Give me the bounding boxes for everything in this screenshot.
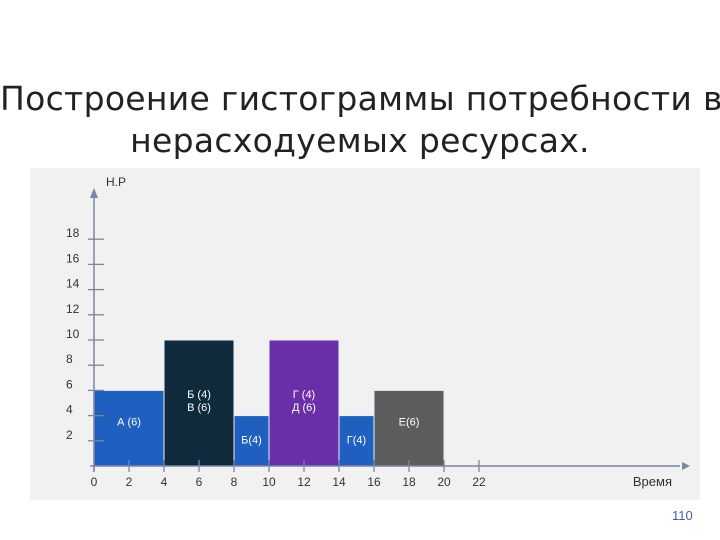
x-tick-label-4: 4 (161, 475, 168, 489)
y-tick-label-16: 16 (66, 251, 80, 265)
y-tick-label-2: 2 (66, 428, 73, 442)
x-tick-label-10: 10 (262, 475, 276, 489)
bar-label-6: Е(6) (399, 417, 420, 429)
bar-label-5: Г(4) (347, 434, 366, 446)
title-line-2: нерасходуемых ресурсах. (130, 121, 590, 160)
x-tick-label-18: 18 (402, 475, 416, 489)
x-tick-label-8: 8 (231, 475, 238, 489)
x-axis-arrow (682, 462, 690, 470)
y-tick-label-14: 14 (66, 277, 80, 291)
y-tick-label-4: 4 (66, 403, 73, 417)
y-tick-label-12: 12 (66, 302, 80, 316)
bar-label-3: Б(4) (241, 434, 262, 446)
x-tick-label-12: 12 (297, 475, 311, 489)
x-tick-label-6: 6 (196, 475, 203, 489)
x-tick-label-0: 0 (91, 475, 98, 489)
title-line-1: Построение гистограммы потребности в (0, 79, 720, 118)
histogram-bar-6 (373, 389, 445, 467)
y-tick-label-18: 18 (66, 226, 80, 240)
bar-label-1: А (6) (117, 417, 141, 429)
x-tick-label-20: 20 (437, 475, 451, 489)
bar-label-4: Г (4) Д (6) (292, 389, 316, 414)
y-tick-label-6: 6 (66, 377, 73, 391)
slide-title: Построение гистограммы потребности в нер… (0, 78, 720, 162)
x-tick-label-16: 16 (367, 475, 381, 489)
y-axis-label: Н.Р (106, 175, 126, 189)
x-tick-label-2: 2 (126, 475, 133, 489)
x-tick-label-14: 14 (332, 475, 346, 489)
x-tick-label-22: 22 (472, 475, 486, 489)
y-axis-arrow (90, 188, 98, 198)
y-tick-label-8: 8 (66, 352, 73, 366)
y-tick-label-10: 10 (66, 327, 80, 341)
bar-label-2: Б (4) В (6) (187, 389, 211, 414)
page-number: 110 (672, 508, 693, 523)
x-axis-label: Время (633, 474, 672, 489)
